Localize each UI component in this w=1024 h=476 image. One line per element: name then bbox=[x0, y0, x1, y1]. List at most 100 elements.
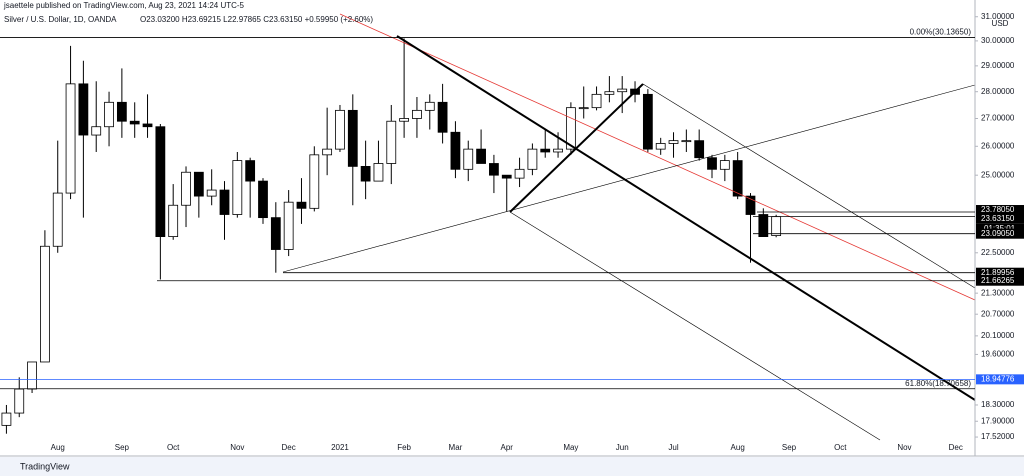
candle-body bbox=[553, 148, 563, 153]
plot-area bbox=[1, 38, 782, 434]
x-tick-label: Feb bbox=[397, 443, 411, 452]
countdown-tag bbox=[976, 223, 1024, 233]
price-tag bbox=[976, 374, 1024, 385]
candle-body bbox=[424, 101, 435, 111]
y-tick-label: 31.00000 bbox=[981, 12, 1015, 21]
price-tag-label: 23.09050 bbox=[981, 229, 1015, 238]
candle-body bbox=[219, 189, 230, 215]
price-tag bbox=[976, 228, 1024, 239]
candle-body bbox=[514, 168, 525, 179]
candle-body bbox=[450, 131, 461, 170]
x-tick-label: Aug bbox=[731, 443, 745, 452]
ohlc: O23.03200 H23.69215 L22.97865 C23.63150 … bbox=[140, 15, 373, 24]
candle-body bbox=[91, 126, 102, 136]
candle-body bbox=[617, 88, 628, 93]
x-tick-label: Jun bbox=[616, 443, 629, 452]
candle-body bbox=[527, 148, 538, 170]
x-tick-label: Nov bbox=[230, 443, 244, 452]
price-tag bbox=[976, 275, 1024, 286]
footer: TradingView bbox=[20, 461, 70, 471]
y-tick-label: 25.00000 bbox=[981, 170, 1015, 179]
y-tick-label: 19.60000 bbox=[981, 350, 1015, 359]
x-tick-label: Oct bbox=[167, 443, 180, 452]
y-tick-label: 26.00000 bbox=[981, 141, 1015, 150]
candle-body bbox=[745, 195, 756, 215]
x-tick-label: Apr bbox=[501, 443, 514, 452]
candle-body bbox=[283, 201, 294, 250]
price-tag bbox=[976, 267, 1024, 278]
candle-body bbox=[65, 83, 76, 194]
trend-line bbox=[339, 13, 976, 301]
fib-label: 61.80%(18.70658) bbox=[905, 379, 971, 388]
candle-body bbox=[719, 160, 730, 170]
candle-body bbox=[642, 93, 653, 150]
candle-body bbox=[52, 192, 63, 247]
candle-body bbox=[694, 140, 705, 159]
trend-line bbox=[282, 84, 976, 273]
trend-line bbox=[642, 83, 976, 289]
candle-body bbox=[758, 214, 769, 237]
candle-body bbox=[206, 189, 217, 197]
candle-body bbox=[258, 180, 268, 219]
x-tick-label: Mar bbox=[449, 443, 463, 452]
candle-body bbox=[232, 160, 243, 215]
y-tick-label: 20.10000 bbox=[981, 331, 1015, 340]
y-tick-label: 20.70000 bbox=[981, 309, 1015, 318]
candle-body bbox=[142, 123, 153, 128]
x-tick-label: Dec bbox=[282, 443, 296, 452]
price-tag-label: 23.63150 bbox=[981, 214, 1015, 223]
candle-body bbox=[655, 143, 666, 150]
candle-body bbox=[732, 160, 743, 197]
candle-body bbox=[681, 140, 692, 143]
x-tick-label: Jul bbox=[668, 443, 678, 452]
currency: USD bbox=[992, 19, 1009, 28]
candle-body bbox=[181, 171, 191, 206]
candle-body bbox=[116, 101, 127, 122]
candle-body bbox=[463, 148, 474, 170]
candle-body bbox=[360, 165, 371, 182]
candle-body bbox=[193, 171, 204, 197]
candle-body bbox=[40, 245, 50, 363]
symbol: Silver / U.S. Dollar, 1D, OANDA bbox=[4, 15, 117, 24]
candle-body bbox=[245, 160, 256, 182]
candle-body bbox=[501, 174, 512, 179]
y-tick-label: 28.00000 bbox=[981, 87, 1015, 96]
y-tick-label: 17.90000 bbox=[981, 416, 1015, 425]
candle-body bbox=[476, 148, 486, 164]
price-tag-label: 23.78050 bbox=[981, 205, 1015, 214]
y-tick-label: 29.00000 bbox=[981, 61, 1015, 70]
candle-body bbox=[707, 157, 717, 170]
candle-body bbox=[771, 216, 782, 236]
candle-body bbox=[540, 148, 551, 153]
candle-body bbox=[155, 126, 166, 237]
y-tick-label: 18.30000 bbox=[981, 400, 1015, 409]
candle-body bbox=[412, 109, 422, 119]
price-tag bbox=[976, 213, 1024, 224]
candle-body bbox=[668, 140, 679, 144]
candle-body bbox=[78, 83, 89, 136]
price-tag-label: 21.89956 bbox=[981, 268, 1015, 277]
y-tick-label: 17.52000 bbox=[981, 432, 1015, 441]
x-tick-label: Sep bbox=[115, 443, 130, 452]
fib-label: 0.00%(30.13650) bbox=[910, 28, 972, 37]
price-tag-label: 18.94776 bbox=[981, 374, 1015, 383]
x-tick-label: 2021 bbox=[331, 443, 349, 452]
trend-line bbox=[509, 211, 881, 441]
x-tick-label: Aug bbox=[51, 443, 65, 452]
candle-body bbox=[437, 101, 448, 133]
candle-body bbox=[386, 120, 397, 164]
y-tick-label: 27.00000 bbox=[981, 114, 1015, 123]
candle-body bbox=[347, 109, 358, 167]
price-tag bbox=[976, 205, 1024, 216]
x-tick-label: Oct bbox=[834, 443, 847, 452]
candle-body bbox=[578, 107, 589, 110]
candle-body bbox=[168, 204, 179, 237]
trend-line bbox=[509, 83, 644, 213]
header: jsaettele published on TradingView.com, … bbox=[3, 1, 245, 10]
candle-body bbox=[1, 412, 12, 426]
candle-body bbox=[309, 154, 320, 209]
candle-body bbox=[335, 109, 345, 150]
x-tick-label: May bbox=[563, 443, 578, 452]
trend-line bbox=[396, 35, 976, 401]
